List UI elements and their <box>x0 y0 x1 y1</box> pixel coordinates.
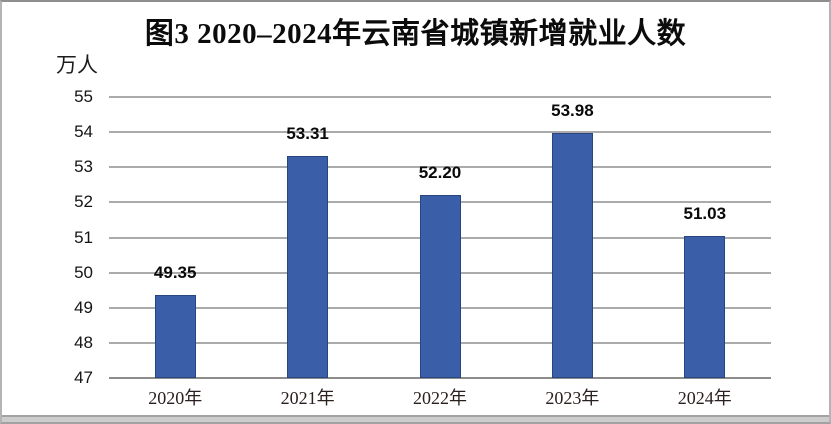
x-axis-line <box>109 377 771 379</box>
y-tick-label: 52 <box>74 192 93 212</box>
bar-value-label: 53.31 <box>286 124 329 144</box>
bar-value-label: 52.20 <box>418 163 462 183</box>
y-tick-label: 53 <box>74 157 93 177</box>
y-tick-label: 47 <box>74 368 93 387</box>
gridline <box>109 131 771 134</box>
y-tick-label: 55 <box>74 87 93 106</box>
y-tick-label: 48 <box>74 332 93 352</box>
y-tick-label: 54 <box>74 122 93 142</box>
x-tick-label: 2023年 <box>545 388 600 408</box>
x-tick-label: 2024年 <box>677 388 732 408</box>
x-tick-label: 2020年 <box>148 388 203 408</box>
gridline <box>109 96 771 98</box>
frame-bottom-strip <box>2 415 829 422</box>
bar <box>287 156 329 378</box>
x-tick-label: 2021年 <box>280 388 335 408</box>
bar-value-label: 53.98 <box>551 100 594 120</box>
y-tick-label: 51 <box>74 227 93 247</box>
bar <box>419 195 461 378</box>
bar <box>684 236 726 378</box>
bar-value-label: 51.03 <box>683 204 727 224</box>
bar-value-label: 49.35 <box>153 263 197 283</box>
bar <box>154 295 196 378</box>
gridline <box>109 166 771 169</box>
x-tick-label: 2022年 <box>413 388 467 408</box>
chart-title: 图3 2020–2024年云南省城镇新增就业人数 <box>144 18 687 50</box>
y-tick-label: 49 <box>74 297 93 317</box>
y-axis-unit-label: 万人 <box>56 53 98 77</box>
y-tick-label: 50 <box>74 262 93 282</box>
bar <box>551 132 593 378</box>
